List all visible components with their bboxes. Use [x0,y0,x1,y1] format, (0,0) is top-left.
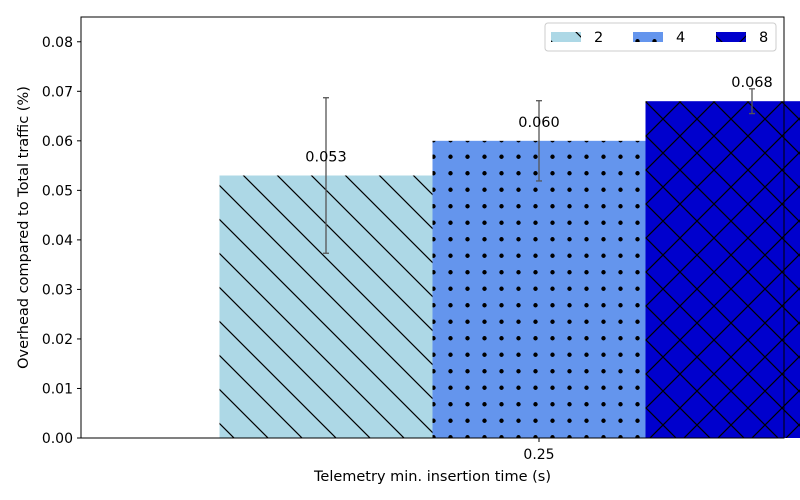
legend-label-2: 2 [594,30,603,46]
data-label-8: 0.068 [731,75,773,91]
legend-swatch-8 [716,32,746,42]
legend-label-8: 8 [759,30,768,46]
x-axis: 0.25 [523,438,555,463]
error-bars-group [323,88,755,254]
legend-swatch-4 [633,32,663,42]
y-tick-label: 0.08 [42,35,73,51]
y-tick-label: 0.01 [42,381,73,397]
y-tick-label: 0.03 [42,282,73,298]
plot-frame [80,16,785,439]
y-axis: 0.00 0.01 0.02 0.03 0.04 0.05 0.06 0.07 0.08 [42,35,81,447]
x-axis-title: Telemetry min. insertion time (s) [313,469,551,485]
y-tick-label: 0.06 [42,134,73,150]
data-label-4: 0.060 [518,115,560,131]
legend-swatch-2 [551,32,581,42]
y-tick-label: 0.02 [42,332,73,348]
data-label-2: 0.053 [305,149,347,165]
y-axis-title: Overhead compared to Total traffic (%) [16,86,32,369]
data-labels-group: 0.053 0.060 0.068 [305,75,773,165]
y-tick-label: 0.05 [42,183,73,199]
y-tick-label: 0.04 [42,233,73,249]
bar-8 [645,101,800,438]
legend-label-4: 4 [676,30,685,46]
legend: 2 4 8 [544,22,777,52]
x-tick-label: 0.25 [523,447,554,463]
bar-4 [432,140,646,438]
y-tick-label: 0.07 [42,84,73,100]
y-tick-label: 0.00 [42,431,73,447]
